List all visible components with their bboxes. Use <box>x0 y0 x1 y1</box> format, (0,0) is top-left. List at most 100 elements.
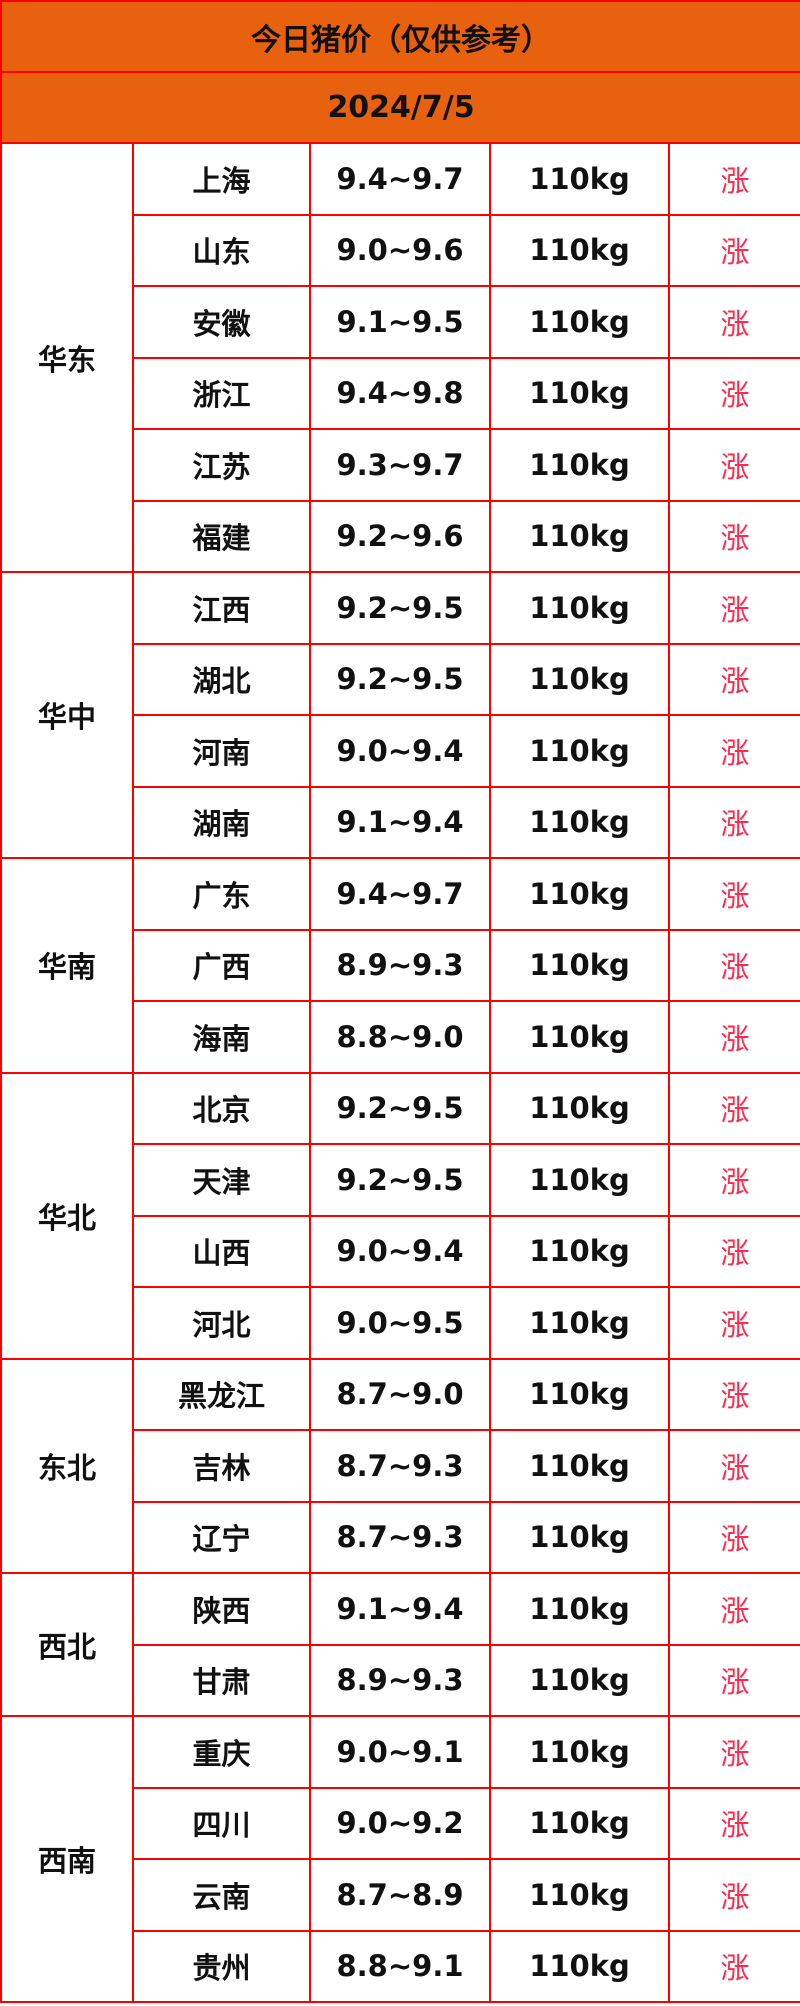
weight-cell: 110kg <box>489 1143 670 1217</box>
weight-cell: 110kg <box>489 1071 670 1145</box>
table-row: 海南 8.8~9.0 110kg 涨 <box>1 1000 800 1074</box>
weight-cell: 110kg <box>489 571 670 645</box>
province-cell: 福建 <box>132 499 311 573</box>
province-cell: 云南 <box>132 1858 311 1932</box>
province-cell: 江西 <box>132 571 311 645</box>
price-cell: 9.0~9.6 <box>309 213 491 287</box>
price-cell: 9.2~9.5 <box>309 642 491 716</box>
price-cell: 9.0~9.5 <box>309 1286 491 1360</box>
trend-cell: 涨 <box>667 642 800 716</box>
region-cell: 华东 <box>0 142 134 573</box>
province-cell: 江苏 <box>132 428 311 502</box>
price-cell: 9.1~9.4 <box>309 785 491 859</box>
table-row: 河北 9.0~9.5 110kg 涨 <box>1 1286 800 1360</box>
weight-cell: 110kg <box>489 785 670 859</box>
weight-cell: 110kg <box>489 285 670 359</box>
trend-cell: 涨 <box>667 857 800 931</box>
table-row: 湖南 9.1~9.4 110kg 涨 <box>1 785 800 859</box>
weight-cell: 110kg <box>489 857 670 931</box>
province-cell: 河南 <box>132 714 311 788</box>
province-cell: 湖北 <box>132 642 311 716</box>
region-cell: 西北 <box>0 1572 134 1717</box>
weight-cell: 110kg <box>489 213 670 287</box>
table-title: 今日猪价（仅供参考） <box>0 0 800 73</box>
province-cell: 广东 <box>132 857 311 931</box>
price-cell: 9.2~9.6 <box>309 499 491 573</box>
price-cell: 9.4~9.8 <box>309 356 491 430</box>
trend-cell: 涨 <box>667 428 800 502</box>
weight-cell: 110kg <box>489 356 670 430</box>
table-row: 华东 上海 9.4~9.7 110kg 涨 <box>0 142 800 573</box>
table-row: 华南 广东 9.4~9.7 110kg 涨 <box>0 857 800 1074</box>
province-cell: 海南 <box>132 1000 311 1074</box>
trend-cell: 涨 <box>667 356 800 430</box>
trend-cell: 涨 <box>667 213 800 287</box>
price-cell: 9.0~9.1 <box>309 1715 491 1789</box>
price-cell: 8.9~9.3 <box>309 1643 491 1717</box>
price-cell: 8.9~9.3 <box>309 928 491 1002</box>
province-cell: 陕西 <box>132 1572 311 1646</box>
province-cell: 广西 <box>132 928 311 1002</box>
table-row: 四川 9.0~9.2 110kg 涨 <box>1 1786 800 1860</box>
table-row: 贵州 8.8~9.1 110kg 涨 <box>1 1929 800 2003</box>
price-cell: 8.7~9.3 <box>309 1429 491 1503</box>
trend-cell: 涨 <box>667 1715 800 1789</box>
table-row: 华北 北京 9.2~9.5 110kg 涨 <box>0 1071 800 1360</box>
table-row: 云南 8.7~8.9 110kg 涨 <box>1 1858 800 1932</box>
trend-cell: 涨 <box>667 1286 800 1360</box>
province-cell: 北京 <box>132 1071 311 1145</box>
region-cell: 西南 <box>0 1715 134 2003</box>
province-cell: 湖南 <box>132 785 311 859</box>
trend-cell: 涨 <box>667 1429 800 1503</box>
weight-cell: 110kg <box>489 1214 670 1288</box>
weight-cell: 110kg <box>489 1786 670 1860</box>
price-cell: 9.4~9.7 <box>309 142 491 216</box>
trend-cell: 涨 <box>667 1071 800 1145</box>
weight-cell: 110kg <box>489 499 670 573</box>
price-cell: 9.0~9.4 <box>309 1214 491 1288</box>
region-cell: 华南 <box>0 857 134 1074</box>
weight-cell: 110kg <box>489 1715 670 1789</box>
trend-cell: 涨 <box>667 1929 800 2003</box>
price-cell: 9.4~9.7 <box>309 857 491 931</box>
table-row: 福建 9.2~9.6 110kg 涨 <box>1 499 800 573</box>
trend-cell: 涨 <box>667 1643 800 1717</box>
province-cell: 河北 <box>132 1286 311 1360</box>
trend-cell: 涨 <box>667 1786 800 1860</box>
weight-cell: 110kg <box>489 1357 670 1431</box>
trend-cell: 涨 <box>667 1858 800 1932</box>
weight-cell: 110kg <box>489 1429 670 1503</box>
province-cell: 上海 <box>132 142 311 216</box>
trend-cell: 涨 <box>667 1143 800 1217</box>
weight-cell: 110kg <box>489 928 670 1002</box>
province-cell: 黑龙江 <box>132 1357 311 1431</box>
price-cell: 8.8~9.1 <box>309 1929 491 2003</box>
province-cell: 山西 <box>132 1214 311 1288</box>
price-cell: 9.3~9.7 <box>309 428 491 502</box>
weight-cell: 110kg <box>489 714 670 788</box>
region-cell: 东北 <box>0 1357 134 1574</box>
table-row: 东北 黑龙江 8.7~9.0 110kg 涨 <box>0 1357 800 1574</box>
weight-cell: 110kg <box>489 1000 670 1074</box>
table-row: 山西 9.0~9.4 110kg 涨 <box>1 1214 800 1288</box>
province-cell: 吉林 <box>132 1429 311 1503</box>
table-row: 西南 重庆 9.0~9.1 110kg 涨 <box>0 1715 800 2003</box>
weight-cell: 110kg <box>489 1572 670 1646</box>
province-cell: 天津 <box>132 1143 311 1217</box>
table-row: 江苏 9.3~9.7 110kg 涨 <box>1 428 800 502</box>
weight-cell: 110kg <box>489 1286 670 1360</box>
weight-cell: 110kg <box>489 142 670 216</box>
price-cell: 9.1~9.4 <box>309 1572 491 1646</box>
province-cell: 安徽 <box>132 285 311 359</box>
trend-cell: 涨 <box>667 928 800 1002</box>
table-row: 华中 江西 9.2~9.5 110kg 涨 <box>0 571 800 859</box>
price-cell: 9.1~9.5 <box>309 285 491 359</box>
trend-cell: 涨 <box>667 714 800 788</box>
table-row: 河南 9.0~9.4 110kg 涨 <box>1 714 800 788</box>
province-cell: 四川 <box>132 1786 311 1860</box>
trend-cell: 涨 <box>667 785 800 859</box>
weight-cell: 110kg <box>489 642 670 716</box>
weight-cell: 110kg <box>489 428 670 502</box>
province-cell: 重庆 <box>132 1715 311 1789</box>
